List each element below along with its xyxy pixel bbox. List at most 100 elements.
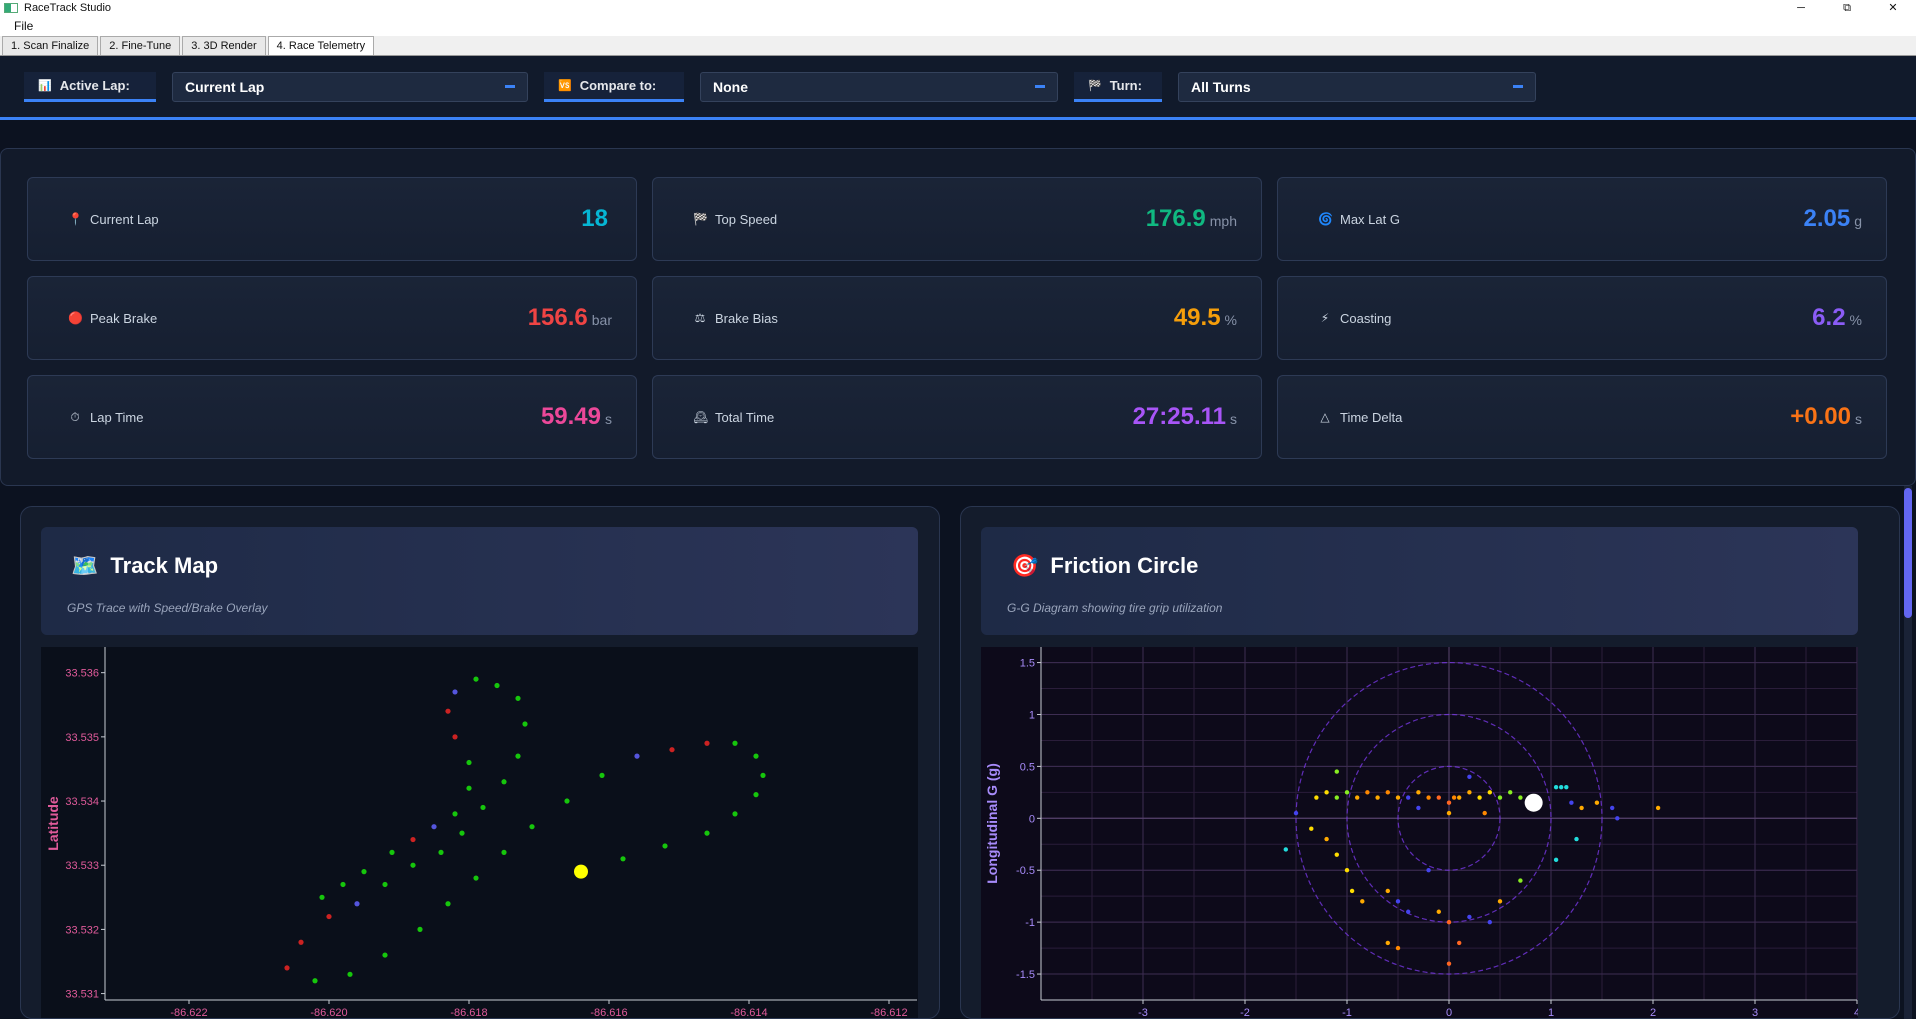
- trace-point: [452, 689, 458, 695]
- clock-icon: 🕰: [693, 410, 709, 424]
- gg-point: [1395, 945, 1401, 951]
- trace-point: [382, 881, 388, 888]
- track-map-plot[interactable]: -86.622 -86.620 -86.618 -86.616 -86.614 -86.6…: [41, 647, 918, 1019]
- stat-card-current-lap: 📍 Current Lap 18: [27, 177, 637, 261]
- maximize-button[interactable]: ⧉: [1843, 2, 1851, 14]
- gg-point: [1334, 769, 1339, 774]
- lightning-icon: ⚡: [1320, 311, 1330, 325]
- active-lap-select[interactable]: Current Lap: [172, 71, 528, 102]
- tab-3d-render[interactable]: 3. 3D Render: [182, 36, 266, 55]
- y-tick-label: 1.5: [1020, 658, 1035, 670]
- gg-point: [1385, 888, 1390, 894]
- trace-point: [347, 971, 353, 977]
- friction-circle-plot[interactable]: -3 -2 -1 0 1 2 3 4 1.5 1 0.5 0 -0.5 -1 -1.5 Longitudina…: [981, 647, 1860, 1019]
- trace-point: [634, 753, 640, 759]
- trace-point: [410, 862, 416, 868]
- friction-circle-header: 🎯 Friction Circle G-G Diagram showing tir…: [981, 527, 1858, 635]
- trace-point: [410, 836, 416, 843]
- gg-point: [1487, 790, 1492, 795]
- gg-point: [1446, 961, 1452, 966]
- gg-point: [1344, 790, 1350, 795]
- x-tick-label: -3: [1138, 1007, 1148, 1019]
- stat-label: Top Speed: [715, 211, 778, 227]
- gg-point: [1594, 800, 1600, 805]
- stopwatch-icon: ⏱: [70, 409, 80, 424]
- compare-select[interactable]: None: [700, 71, 1058, 102]
- friction-circle-chart[interactable]: -3 -2 -1 0 1 2 3 4 1.5 1 0.5 0 -0.5 -1 -1.5 Longitudina…: [981, 647, 1860, 1019]
- compare-label: 🆚 Compare to:: [544, 71, 684, 102]
- tab-fine-tune[interactable]: 2. Fine-Tune: [100, 36, 181, 55]
- minimize-button[interactable]: ─: [1797, 2, 1805, 14]
- gg-point: [1497, 795, 1503, 800]
- trace-point: [669, 747, 675, 753]
- tab-bar: 1. Scan Finalize 2. Fine-Tune 3. 3D Rend…: [0, 36, 1916, 56]
- trace-point: [473, 875, 479, 881]
- menu-file[interactable]: File: [14, 19, 34, 33]
- x-tick-label: -86.614: [730, 1007, 767, 1019]
- current-position-marker: [574, 864, 588, 879]
- y-tick-label: 33.531: [65, 989, 99, 1001]
- gg-point: [1395, 899, 1401, 904]
- trace-point: [466, 785, 472, 791]
- trace-point: [417, 926, 423, 932]
- trace-point: [494, 682, 500, 689]
- friction-circle-title: Friction Circle: [1050, 553, 1199, 578]
- y-tick-label: 0: [1029, 813, 1035, 825]
- turn-select[interactable]: All Turns: [1178, 71, 1536, 102]
- gg-point: [1451, 795, 1457, 800]
- gg-point: [1564, 784, 1569, 790]
- gg-point: [1457, 795, 1462, 800]
- plot-background: [41, 647, 918, 1018]
- x-tick-label: -86.618: [450, 1007, 487, 1019]
- friction-circle-panel: 🎯 Friction Circle G-G Diagram showing tir…: [960, 506, 1900, 1019]
- stat-card-coasting: ⚡ Coasting 6.2%: [1277, 276, 1887, 360]
- stat-card-peak-brake: 🔴 Peak Brake 156.6 bar: [27, 276, 637, 360]
- red-circle-icon: 🔴: [68, 311, 83, 325]
- map-icon: 🗺️: [71, 553, 99, 578]
- gg-point: [1436, 909, 1441, 914]
- trace-point: [501, 779, 507, 785]
- y-tick-label: -1: [1025, 917, 1035, 929]
- gg-point: [1385, 790, 1390, 795]
- x-tick-label: 1: [1548, 1007, 1554, 1019]
- gg-point: [1457, 940, 1462, 946]
- stat-value: 59.49: [540, 403, 601, 430]
- y-axis-label: Longitudinal G (g): [984, 763, 1000, 884]
- trace-point: [438, 849, 444, 855]
- current-g-marker: [1524, 793, 1543, 812]
- gg-point: [1360, 899, 1365, 904]
- gg-point: [1426, 795, 1431, 800]
- gg-point: [1334, 852, 1339, 857]
- y-tick-label: 33.533: [65, 860, 99, 872]
- gg-point: [1426, 868, 1431, 873]
- x-tick-label: -86.620: [310, 1007, 347, 1019]
- stat-label: Total Time: [715, 409, 775, 425]
- dropdown-icon: [505, 85, 515, 88]
- tab-race-telemetry[interactable]: 4. Race Telemetry: [267, 36, 375, 55]
- trace-point: [389, 849, 395, 855]
- stat-card-lap-time: ⏱ Lap Time 59.49 s: [27, 375, 637, 459]
- trace-point: [452, 811, 458, 817]
- stat-card-time-delta: △ Time Delta +0.00 s: [1277, 375, 1887, 459]
- scrollbar-thumb[interactable]: [1904, 488, 1912, 618]
- page-scrollbar[interactable]: [1904, 486, 1912, 1019]
- gg-point: [1553, 784, 1559, 790]
- gg-point: [1324, 836, 1329, 842]
- gg-point: [1610, 805, 1615, 811]
- grip-circle: [1397, 765, 1501, 871]
- gg-point: [1324, 790, 1329, 795]
- tab-scan-finalize[interactable]: 1. Scan Finalize: [2, 36, 99, 55]
- trace-point: [298, 939, 304, 945]
- trace-point: [284, 965, 290, 971]
- stat-label: Brake Bias: [715, 310, 778, 326]
- close-button[interactable]: ✕: [1888, 2, 1898, 14]
- trace-point: [599, 772, 605, 778]
- stat-unit: bar: [591, 312, 612, 328]
- stat-value: 6.2: [1812, 304, 1846, 331]
- trace-point: [473, 676, 479, 682]
- x-tick-label: -86.622: [170, 1007, 207, 1019]
- pin-icon: 📍: [68, 212, 83, 226]
- gg-point: [1446, 800, 1452, 805]
- track-map-chart[interactable]: -86.622 -86.620 -86.618 -86.616 -86.614 -86.6…: [41, 647, 918, 1019]
- x-tick-label: 3: [1752, 1007, 1758, 1019]
